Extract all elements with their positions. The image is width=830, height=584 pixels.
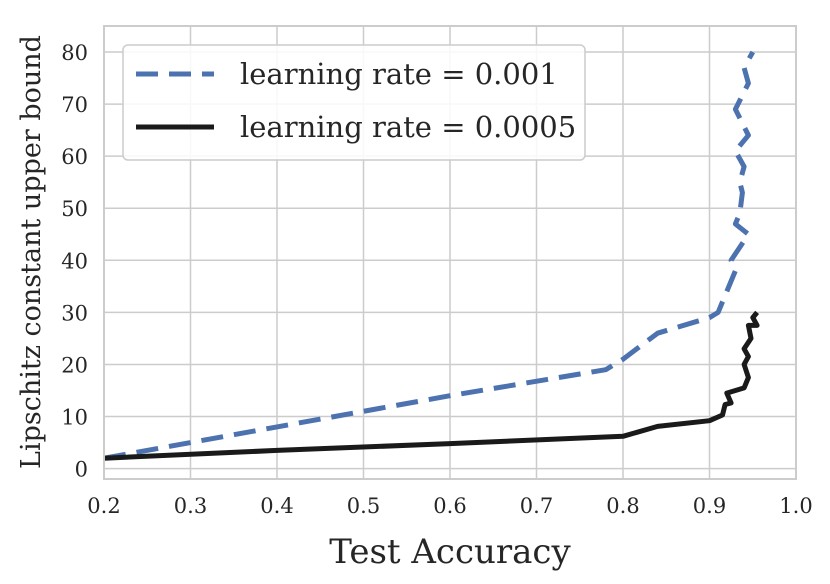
y-tick-label: 0 [75,458,88,482]
series-line-1 [103,310,760,461]
y-tick-label: 50 [61,197,88,221]
legend: learning rate = 0.001 learning rate = 0.… [122,44,586,161]
y-tick-label: 10 [61,406,88,430]
y-axis-title: Lipschitz constant upper bound [16,35,47,469]
legend-label-lr-0.0005: learning rate = 0.0005 [240,110,576,144]
y-tick-labels: 0 10 20 30 40 50 60 70 80 [61,41,88,482]
x-tick-label: 0.8 [606,494,639,518]
x-tick-labels: 0.2 0.3 0.4 0.5 0.6 0.7 0.8 0.9 1.0 [87,494,812,518]
y-tick-label: 70 [61,93,88,117]
x-axis-title: Test Accuracy [329,532,571,572]
legend-label-lr-0.001: learning rate = 0.001 [240,57,558,91]
y-tick-label: 60 [61,145,88,169]
x-tick-label: 0.6 [433,494,466,518]
y-tick-label: 20 [61,353,88,377]
y-tick-label: 40 [61,249,88,273]
legend-box [122,44,586,161]
y-tick-label: 30 [61,301,88,325]
x-tick-label: 1.0 [779,494,812,518]
plot-frame [103,25,797,480]
x-tick-label: 0.7 [520,494,553,518]
x-tick-label: 0.4 [260,494,293,518]
x-tick-label: 0.2 [87,494,120,518]
x-tick-label: 0.9 [693,494,726,518]
series-line-0 [103,50,755,461]
y-tick-label: 80 [61,41,88,65]
series-lines [103,50,760,461]
x-tick-label: 0.5 [347,494,380,518]
x-tick-label: 0.3 [174,494,207,518]
